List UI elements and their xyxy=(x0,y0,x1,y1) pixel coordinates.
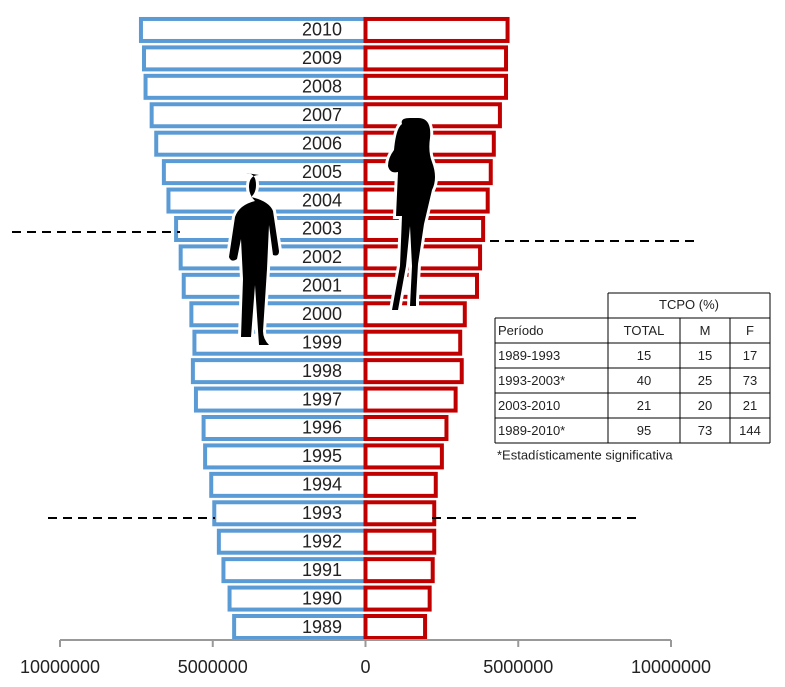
category-label: 1995 xyxy=(302,446,342,466)
table: TCPO (%) Período TOTAL M F 1989-1993 15 15 17 199… xyxy=(494,292,771,462)
category-label: 2010 xyxy=(302,20,342,40)
category-label: 2000 xyxy=(302,304,342,324)
bar xyxy=(363,386,458,413)
bar xyxy=(363,614,428,640)
category-label: 1989 xyxy=(302,617,342,637)
bar xyxy=(212,500,368,527)
table-cell: 21 xyxy=(637,398,651,413)
table-cell: 40 xyxy=(637,373,651,388)
table-header: M xyxy=(700,323,711,338)
category-label: 2002 xyxy=(302,247,342,267)
table-title: TCPO (%) xyxy=(659,297,719,312)
category-label: 1993 xyxy=(302,503,342,523)
bar xyxy=(363,73,509,100)
bar xyxy=(363,45,509,72)
bar xyxy=(363,500,437,527)
man-silhouette xyxy=(225,170,283,348)
bar xyxy=(363,414,449,441)
table-cell: 73 xyxy=(743,373,757,388)
category-label: 2007 xyxy=(302,105,342,125)
x-tick-label: 10000000 xyxy=(20,657,100,677)
category-label: 2003 xyxy=(302,219,342,239)
category-label: 2006 xyxy=(302,133,342,153)
category-label: 1994 xyxy=(302,475,342,495)
bar xyxy=(363,471,438,498)
x-tick-label: 5000000 xyxy=(178,657,248,677)
table-cell: 15 xyxy=(637,348,651,363)
bar xyxy=(363,358,464,385)
table-cell: 73 xyxy=(698,423,712,438)
bar xyxy=(232,614,368,640)
category-label: 1996 xyxy=(302,418,342,438)
table-cell: 95 xyxy=(637,423,651,438)
x-axis: 10000000 5000000 0 5000000 10000000 xyxy=(20,639,711,677)
decoration xyxy=(12,115,695,519)
category-label: 1991 xyxy=(302,560,342,580)
table-cell: 21 xyxy=(743,398,757,413)
table-cell: 1989-1993 xyxy=(498,348,560,363)
bar xyxy=(363,102,502,129)
bar xyxy=(363,528,437,555)
bar xyxy=(363,443,444,470)
bar xyxy=(363,585,432,612)
x-tick-label: 10000000 xyxy=(631,657,711,677)
bar xyxy=(363,272,480,299)
labels: 1989 1990 1991 1992 1993 1994 1995 1996 1997 1998… xyxy=(302,20,342,637)
table-cell: 2003-2010 xyxy=(498,398,560,413)
category-label: 2004 xyxy=(302,190,342,210)
table-header: Período xyxy=(498,323,544,338)
category-label: 2001 xyxy=(302,276,342,296)
category-label: 1990 xyxy=(302,588,342,608)
category-label: 1998 xyxy=(302,361,342,381)
table-cell: 1993-2003* xyxy=(498,373,565,388)
bar xyxy=(363,16,510,43)
category-label: 1997 xyxy=(302,389,342,409)
bar xyxy=(363,329,463,356)
bar xyxy=(227,585,368,612)
category-label: 2009 xyxy=(302,48,342,68)
table-note: *Estadísticamente significativa xyxy=(497,447,673,462)
category-label: 1992 xyxy=(302,531,342,551)
x-tick-label: 0 xyxy=(360,657,370,677)
table-cell: 20 xyxy=(698,398,712,413)
category-label: 2008 xyxy=(302,77,342,97)
table-cell: 1989-2010* xyxy=(498,423,565,438)
table-cell: 17 xyxy=(743,348,757,363)
table-header: F xyxy=(746,323,754,338)
bar xyxy=(221,557,368,584)
table-header: TOTAL xyxy=(624,323,665,338)
table-cell: 25 xyxy=(698,373,712,388)
bar xyxy=(209,471,368,498)
bar xyxy=(216,528,368,555)
bar xyxy=(363,557,435,584)
category-label: 1999 xyxy=(302,332,342,352)
x-tick-label: 5000000 xyxy=(483,657,553,677)
table-cell: 15 xyxy=(698,348,712,363)
table-cell: 144 xyxy=(739,423,761,438)
category-label: 2005 xyxy=(302,162,342,182)
woman-silhouette xyxy=(384,115,438,313)
